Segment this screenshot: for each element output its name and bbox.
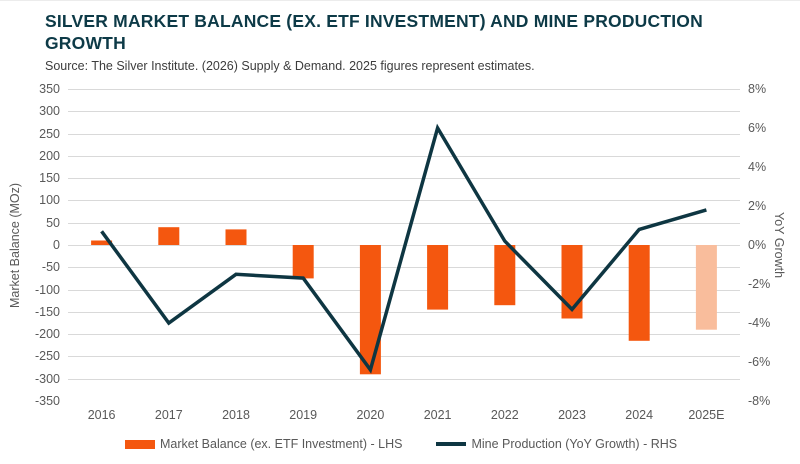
bar-2024 [628, 245, 650, 341]
bar-2025E [695, 245, 717, 330]
x-axis-label-2021: 2021 [423, 408, 452, 422]
x-axis-label-2025E: 2025E [688, 408, 725, 422]
bar-2016 [91, 240, 113, 245]
source-note: Source: The Silver Institute. (2026) Sup… [45, 58, 535, 73]
bar-2021 [427, 245, 449, 310]
legend-item-market-balance: Market Balance (ex. ETF Investment) - LH… [125, 437, 402, 451]
legend-item-mine-production: Mine Production (YoY Growth) - RHS [436, 437, 677, 451]
bar-2017 [158, 227, 180, 245]
bar-series-swatch-icon [125, 439, 155, 449]
bar-2018 [225, 229, 247, 245]
x-axis-label-2023: 2023 [558, 408, 586, 422]
line-series [100, 123, 707, 374]
bar-2022 [494, 245, 516, 306]
x-axis-label-2022: 2022 [490, 408, 519, 422]
line-series-swatch-icon [436, 442, 467, 446]
x-axis-label-2016: 2016 [87, 408, 116, 422]
chart-header: SILVER MARKET BALANCE (EX. ETF INVESTMEN… [45, 10, 735, 73]
legend-label-market-balance: Market Balance (ex. ETF Investment) - LH… [160, 437, 403, 451]
bar-2019 [292, 245, 314, 279]
x-axis-label-2020: 2020 [356, 408, 385, 422]
chart-canvas [68, 89, 740, 402]
plot-area [68, 89, 740, 402]
x-axis-label-2019: 2019 [289, 408, 318, 422]
x-axis-label-2018: 2018 [222, 408, 250, 422]
legend: Market Balance (ex. ETF Investment) - LH… [125, 437, 677, 451]
page-title: SILVER MARKET BALANCE (EX. ETF INVESTMEN… [45, 11, 703, 54]
x-axis-label-2024: 2024 [625, 408, 654, 422]
legend-label-mine-production: Mine Production (YoY Growth) - RHS [471, 437, 678, 451]
right-axis-title: YoY Growth [772, 211, 786, 278]
left-axis-title: Market Balance (MOz) [8, 182, 22, 308]
bar-2020 [359, 245, 381, 375]
bar-2023 [561, 245, 583, 319]
x-axis-label-2017: 2017 [154, 408, 183, 422]
